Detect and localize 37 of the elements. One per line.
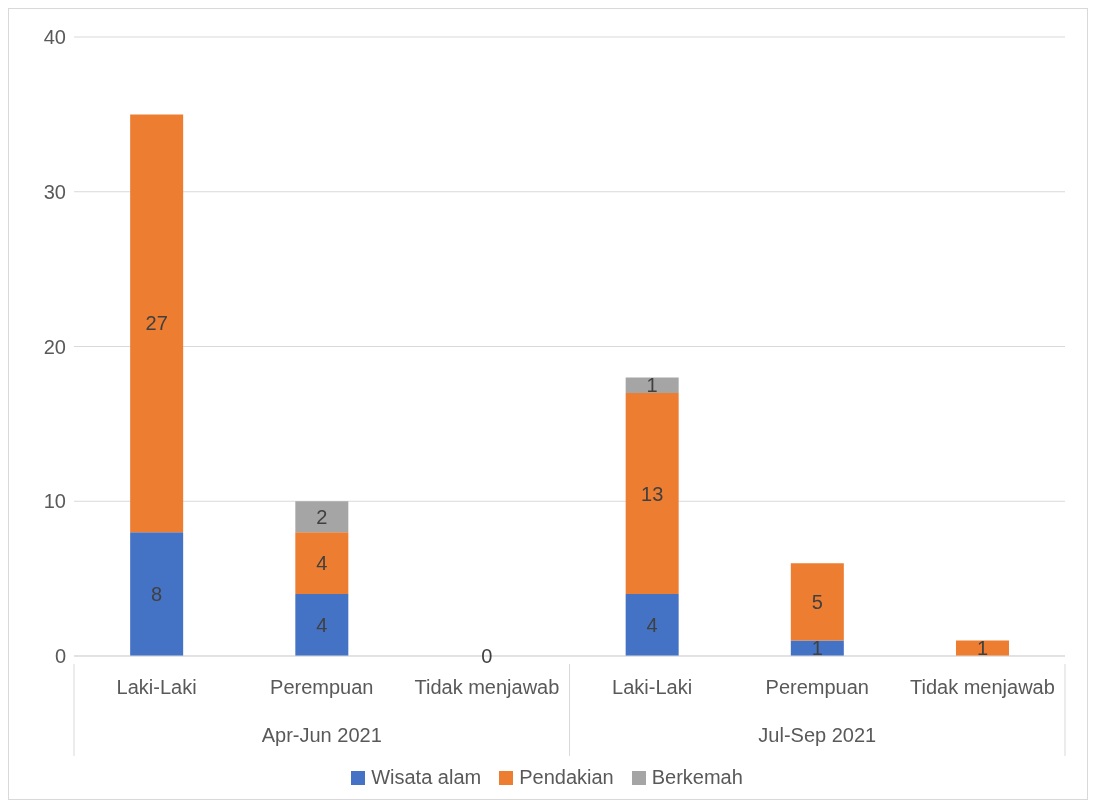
y-tick-label: 20: [43, 335, 66, 358]
bar: [295, 594, 349, 656]
text: Apr-Jun 2021: [261, 724, 382, 746]
data-label: 1: [646, 374, 658, 397]
bar: [625, 377, 679, 393]
bar: [295, 532, 349, 595]
data-label: 4: [646, 614, 658, 637]
data-label: 1: [976, 637, 989, 660]
legend-label: Wisata alam: [370, 766, 482, 789]
y-tick-label: 10: [43, 490, 66, 513]
data-label: 4: [316, 552, 328, 575]
y-tick-label: 0: [54, 645, 66, 668]
x-tick-label: Perempuan: [765, 676, 869, 698]
bar: [130, 532, 184, 656]
bar: [625, 392, 679, 595]
data-label: 13: [641, 482, 664, 505]
x-tick-label: Perempuan: [270, 676, 374, 698]
data-label: 0: [481, 645, 493, 668]
data-label: 5: [811, 590, 823, 613]
data-label: 1: [811, 637, 823, 660]
bar: [130, 114, 184, 533]
x-tick-label: Tidak menjawab: [909, 676, 1055, 698]
x-tick-label: Laki-Laki: [612, 676, 693, 698]
y-tick-label: 40: [43, 26, 66, 49]
x-tick-label: Laki-Laki: [116, 676, 197, 698]
legend-label: Berkemah: [650, 766, 743, 789]
data-label: 8: [151, 583, 163, 606]
y-tick-label: 30: [43, 180, 66, 203]
data-label: 4: [316, 614, 328, 637]
text: Jul-Sep 2021: [758, 724, 877, 746]
data-label: 27: [145, 312, 168, 335]
legend-label: Pendakian: [518, 766, 614, 789]
x-tick-label: Tidak menjawab: [414, 676, 560, 698]
bar: [790, 563, 844, 641]
bar: [295, 501, 349, 533]
data-label: 2: [316, 505, 328, 528]
bar: [625, 594, 679, 656]
